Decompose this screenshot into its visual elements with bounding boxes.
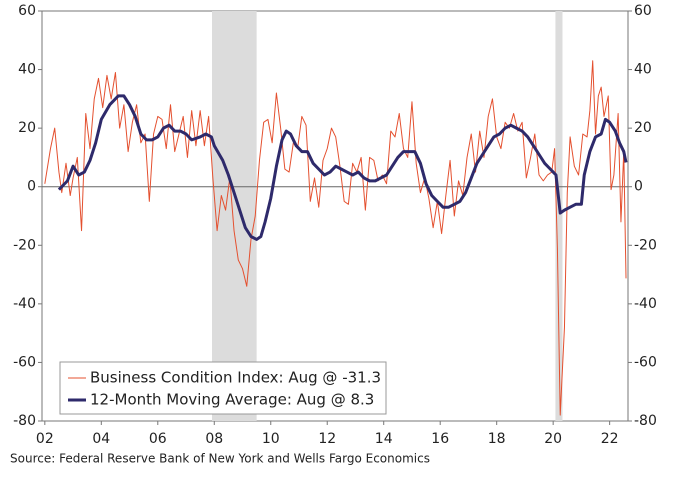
lines (44, 60, 628, 416)
axes: -80 -80 -60 -60 -40 -40 -20 -20 0 0 20 20 40 40 60 60 02… (13, 3, 657, 447)
y2-tick-label: 0 (634, 179, 643, 195)
x-tick-label: 08 (205, 431, 223, 447)
y-tick-label: 0 (27, 179, 36, 195)
source-note: Source: Federal Reserve Bank of New York… (10, 452, 430, 466)
y-tick-label: -80 (13, 413, 36, 429)
x-tick-label: 04 (92, 431, 110, 447)
y2-tick-label: 40 (634, 62, 652, 78)
y2-tick-label: -80 (634, 413, 657, 429)
series-line (44, 60, 627, 416)
x-tick-label: 20 (544, 431, 562, 447)
series-line (57, 94, 628, 241)
plot-frame (41, 10, 629, 422)
x-tick-label: 16 (431, 431, 449, 447)
legend-label: 12-Month Moving Average: Aug @ 8.3 (90, 391, 374, 409)
recession-shade (555, 11, 563, 421)
x-tick-label: 06 (149, 431, 167, 447)
y-tick-label: -60 (13, 354, 36, 370)
y-tick-label: -20 (13, 237, 36, 253)
y2-tick-label: -60 (634, 354, 657, 370)
x-tick-label: 02 (36, 431, 54, 447)
y-tick-label: 60 (18, 3, 36, 19)
x-tick-label: 10 (262, 431, 280, 447)
x-tick-label: 18 (488, 431, 506, 447)
y2-tick-label: 20 (634, 120, 652, 136)
recession-shade (212, 11, 257, 421)
x-tick-label: 22 (601, 431, 619, 447)
legend-box (59, 361, 387, 415)
legend: Business Condition Index: Aug @ -31.3 12-… (68, 369, 381, 409)
x-tick-label: 14 (375, 431, 393, 447)
y-tick-label: 20 (18, 120, 36, 136)
y2-tick-label: 60 (634, 3, 652, 19)
x-tick-label: 12 (318, 431, 336, 447)
y-tick-label: 40 (18, 62, 36, 78)
y-tick-label: -40 (13, 296, 36, 312)
shading (212, 11, 563, 421)
legend-label: Business Condition Index: Aug @ -31.3 (90, 369, 381, 387)
y2-tick-label: -20 (634, 237, 657, 253)
y2-tick-label: -40 (634, 296, 657, 312)
